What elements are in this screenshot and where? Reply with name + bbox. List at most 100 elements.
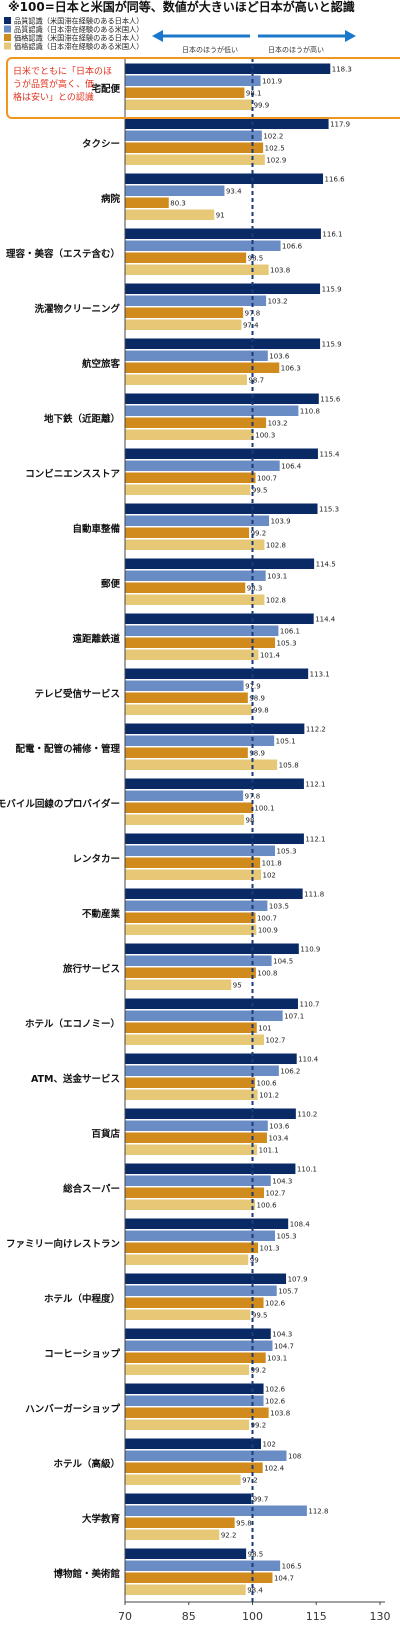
bar (125, 912, 256, 923)
bar-value-label: 97.4 (243, 321, 259, 329)
bar (125, 1328, 271, 1339)
bar (125, 613, 314, 624)
category-label: ホテル（中程度） (44, 1293, 120, 1305)
bar (125, 1529, 220, 1540)
bar-value-label: 112.1 (305, 780, 325, 788)
bar (125, 209, 215, 220)
bar (125, 845, 276, 856)
bar (125, 1560, 281, 1571)
bar-value-label: 102 (263, 1440, 276, 1448)
bar-value-label: 105.3 (277, 1232, 297, 1240)
bar (125, 1572, 273, 1583)
bar-value-label: 98 (246, 816, 255, 824)
bar (125, 833, 304, 844)
bar-value-label: 98.9 (249, 749, 265, 757)
x-tick-label: 100 (242, 1610, 263, 1623)
bar-value-label: 95.8 (236, 1519, 252, 1527)
bar (125, 130, 262, 141)
category-label: 航空旅客 (82, 358, 121, 370)
bar (125, 283, 321, 294)
category-label: 郵便 (101, 578, 121, 590)
bar (125, 87, 245, 98)
bar (125, 582, 246, 593)
category-label: 病院 (101, 193, 121, 205)
bar (125, 1175, 271, 1186)
bars: 宅配便 118.3 101.998.1 99.9 タクシー 117.9 102.2 102.5… (0, 63, 352, 1595)
bar-value-label: 101.9 (262, 77, 282, 85)
bar (125, 405, 299, 416)
bar-value-label: 103.8 (270, 1409, 290, 1417)
bar-value-label: 112.8 (308, 1507, 328, 1515)
bar-value-label: 102.9 (266, 156, 286, 164)
bar-value-label: 100.6 (257, 1079, 278, 1087)
bar (125, 900, 268, 911)
bar (125, 1450, 287, 1461)
bar (125, 1517, 235, 1528)
bar (125, 484, 251, 495)
bar-value-label: 102.7 (265, 1036, 285, 1044)
bar (125, 185, 225, 196)
bar-value-label: 99.5 (252, 1311, 268, 1319)
bar (125, 735, 275, 746)
bar (125, 1584, 246, 1595)
bar (125, 75, 261, 86)
annotation: 日米でともに「日本のほうが品質が高く、価格は安い」との認識 (6, 57, 400, 119)
bar (125, 1077, 256, 1088)
bar (125, 142, 264, 153)
bar-value-label: 99.2 (251, 1421, 267, 1429)
bar-value-label: 101.8 (262, 859, 282, 867)
annotation-text: 日米でともに「日本のほうが品質が高く、価格は安い」との認識 (13, 65, 112, 103)
bar (125, 264, 269, 275)
bar-value-label: 99.5 (252, 486, 268, 494)
bar-value-label: 100.6 (257, 1201, 278, 1209)
bar (125, 539, 265, 550)
bar-value-label: 93.4 (226, 187, 242, 195)
left-arrow-head (152, 30, 163, 42)
bar-value-label: 99.2 (251, 1366, 267, 1374)
bar-value-label: 117.9 (330, 120, 350, 128)
bar-value-label: 106.5 (282, 1562, 302, 1570)
bar (125, 692, 248, 703)
bar-value-label: 101.2 (259, 1091, 279, 1099)
bar (125, 307, 244, 318)
bar-value-label: 104.7 (274, 1342, 294, 1350)
bar (125, 1493, 252, 1504)
bar (125, 173, 324, 184)
bar (125, 1132, 267, 1143)
bar-value-label: 103.1 (267, 1354, 287, 1362)
bar-value-label: 99.2 (251, 529, 267, 537)
bar-value-label: 102.2 (263, 132, 283, 140)
bar (125, 924, 257, 935)
bar (125, 778, 304, 789)
bar (125, 680, 244, 691)
bar (125, 1309, 251, 1320)
category-label: ハンバーガーショップ (25, 1403, 120, 1415)
bar-value-label: 104.5 (273, 957, 293, 965)
bar-value-label: 99.8 (253, 706, 269, 714)
bar-value-label: 103.5 (269, 902, 289, 910)
bar (125, 979, 232, 990)
bar (125, 1053, 297, 1064)
direction-label-right: 日本のほうが高い (268, 45, 324, 54)
bar (125, 503, 318, 514)
bar (125, 228, 321, 239)
category-label: ATM、送金サービス (31, 1073, 120, 1085)
bar-value-label: 116.6 (325, 175, 346, 183)
bar (125, 1254, 249, 1265)
category-label: タクシー (82, 138, 120, 150)
legend-label-1: 品質認識（日本滞在経験のある米国人） (14, 25, 143, 34)
bar (125, 515, 270, 526)
bar (125, 869, 261, 880)
bar-value-label: 99.9 (254, 101, 270, 109)
bar (125, 570, 266, 581)
bar-value-label: 116.1 (322, 230, 342, 238)
bar (125, 1108, 296, 1119)
bar (125, 197, 169, 208)
bar-value-label: 106.2 (280, 1067, 300, 1075)
bar (125, 1419, 250, 1430)
bar (125, 448, 318, 459)
bar (125, 240, 281, 251)
bar-value-label: 98.9 (249, 694, 265, 702)
bar (125, 295, 267, 306)
bar (125, 955, 272, 966)
